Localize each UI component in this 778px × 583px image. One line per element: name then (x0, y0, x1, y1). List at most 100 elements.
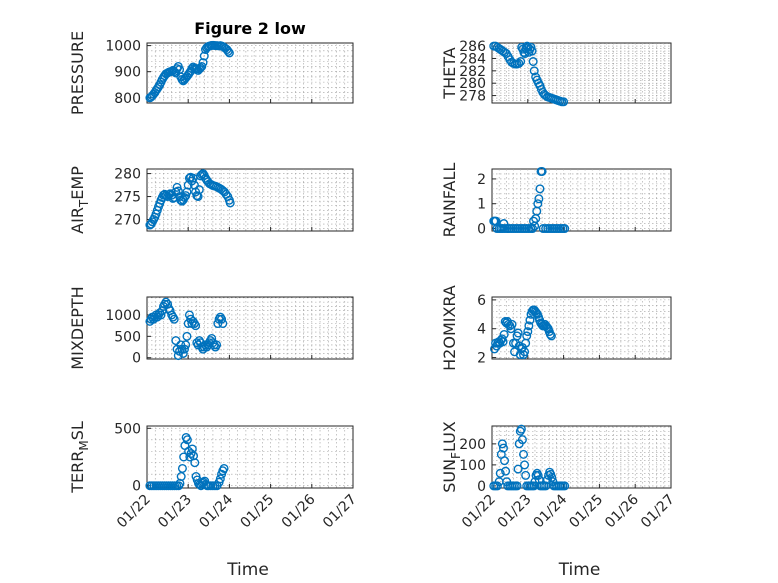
data-point (198, 58, 208, 68)
subplot-7: 0 500 01/22 01/23 01/24 01/25 01/26 01/27 TERRMS… (68, 421, 360, 580)
data-point (199, 51, 209, 61)
data-point (501, 466, 511, 476)
subplot-5: 0 500 1000 MIXDEPTH (68, 286, 354, 370)
y-axis-label: SUNFLUX (440, 421, 463, 493)
subplot-4: 0 1 2 RAINFALL (440, 163, 672, 238)
data-point (498, 443, 508, 453)
y-tick-label: 100 (459, 458, 486, 474)
data-point (182, 435, 192, 445)
data-point (218, 319, 228, 329)
data-point (497, 439, 507, 449)
y-tick-label: 2 (477, 172, 486, 188)
x-tick-label: 01/24 (531, 491, 571, 531)
y-tick-label: 1000 (105, 39, 141, 55)
data-point (520, 460, 530, 470)
y-tick-label: 280 (459, 76, 486, 92)
data-point (184, 310, 194, 320)
data-point (215, 474, 225, 484)
data-point (506, 324, 516, 334)
y-axis-label: PRESSURE (68, 31, 87, 115)
data-point (533, 199, 543, 209)
x-tick-label: 01/26 (602, 491, 642, 531)
y-axis-label-rest: LUX (440, 421, 459, 452)
y-tick-label: 500 (114, 329, 141, 345)
y-tick-label: 500 (114, 421, 141, 437)
y-tick-label: 286 (459, 39, 486, 55)
subplot-6: 2 4 6 H2OMIXRA (440, 285, 672, 371)
y-axis-label-text: MIXDEPTH (68, 286, 87, 369)
y-tick-label: 1000 (105, 308, 141, 324)
data-point (531, 308, 541, 318)
data-point (535, 184, 545, 194)
x-tick-label: 01/27 (320, 492, 360, 532)
data-point (517, 435, 527, 445)
y-axis-label-sub: F (449, 452, 463, 459)
data-point (529, 216, 539, 226)
data-point (500, 456, 510, 466)
data-point (492, 481, 502, 491)
y-tick-label: 0 (132, 351, 141, 367)
y-tick-label: 278 (459, 89, 486, 105)
y-tick-label: 0 (132, 479, 141, 495)
y-axis-label: RAINFALL (440, 163, 459, 238)
data-point (184, 173, 194, 183)
y-tick-label: 0 (477, 479, 486, 495)
data-point (542, 322, 552, 332)
x-axis-label: Time (558, 560, 601, 580)
data-point (529, 66, 539, 76)
data-point (560, 481, 570, 491)
data-point (507, 319, 517, 329)
data-point (525, 315, 535, 325)
data-point (191, 321, 201, 331)
x-tick-label: 01/25 (238, 492, 278, 532)
data-point (197, 61, 207, 71)
data-point (198, 169, 208, 179)
y-axis-label-rest: EMP (68, 166, 87, 200)
data-point (526, 42, 536, 52)
data-point (516, 424, 526, 434)
data-point (196, 63, 206, 73)
data-point (537, 166, 547, 176)
data-point (225, 198, 235, 208)
data-point (173, 351, 183, 361)
data-point (194, 185, 204, 195)
x-tick-label: 01/27 (638, 492, 678, 532)
data-point (179, 452, 189, 462)
data-point (519, 449, 529, 459)
y-axis-label-text: H2OMIXRA (440, 285, 459, 371)
data-point (224, 48, 234, 58)
data-point (173, 186, 183, 196)
x-tick-label: 01/25 (566, 492, 606, 532)
y-axis-label: THETA (440, 47, 459, 99)
x-axis-label: Time (226, 560, 269, 580)
y-axis-label-text: AIR (68, 207, 87, 234)
data-point (169, 314, 179, 324)
data-point (177, 463, 187, 473)
data-point (533, 470, 543, 480)
y-tick-label: 270 (114, 213, 141, 229)
data-point (559, 97, 569, 107)
axes-frame (146, 425, 354, 489)
data-point (547, 472, 557, 482)
y-axis-label-text: THETA (440, 47, 459, 99)
data-point (516, 57, 526, 67)
axes-frame (491, 168, 672, 232)
y-tick-label: 282 (459, 64, 486, 80)
y-tick-label: 800 (114, 91, 141, 107)
y-tick-label: 4 (477, 322, 486, 338)
data-point (181, 340, 191, 350)
data-point (560, 224, 570, 234)
data-point (219, 463, 229, 473)
data-point (179, 344, 189, 354)
data-point (524, 321, 534, 331)
data-point (179, 192, 189, 202)
x-tick-label: 01/23 (155, 492, 195, 532)
data-point (521, 470, 531, 480)
data-point (514, 58, 524, 68)
y-axis-label: TERRMSL (68, 421, 91, 494)
axes-frame (491, 42, 672, 104)
data-point (527, 46, 537, 56)
x-tick-label: 01/23 (495, 492, 535, 532)
data-point (522, 331, 532, 341)
